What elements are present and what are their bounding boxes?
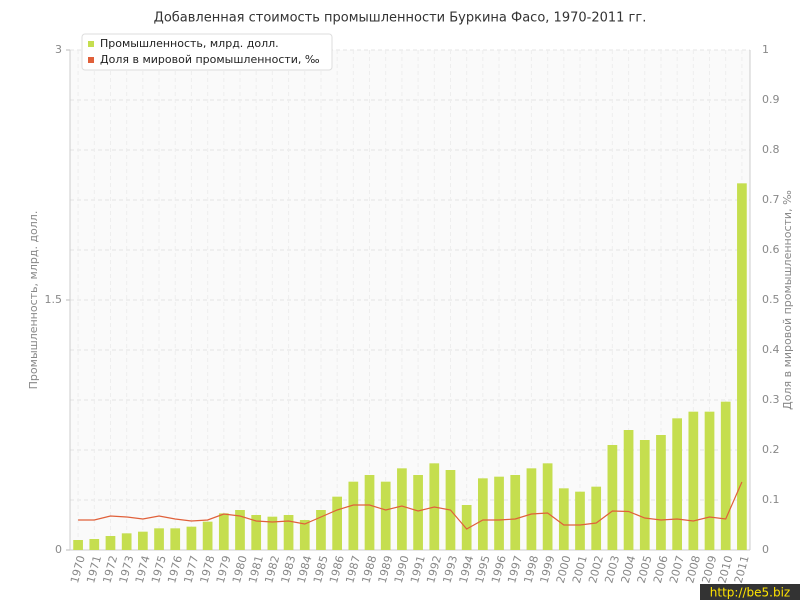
bar: [639, 440, 650, 550]
legend-swatch: [88, 57, 94, 63]
bar: [461, 505, 472, 550]
y2-tick-label: 0.5: [762, 293, 780, 306]
bar: [283, 515, 294, 550]
bar: [299, 520, 310, 550]
y2-tick-label: 0.4: [762, 343, 780, 356]
y2-tick-label: 0.3: [762, 393, 780, 406]
legend-label: Промышленность, млрд. долл.: [100, 37, 279, 50]
bar: [478, 478, 488, 550]
bar: [138, 531, 148, 550]
bar: [218, 513, 229, 550]
legend-swatch: [88, 41, 94, 47]
bar: [251, 515, 262, 550]
bar: [558, 488, 569, 550]
bar: [121, 533, 132, 550]
bar: [364, 475, 375, 550]
bar: [154, 528, 164, 550]
chart-title: Добавленная стоимость промышленности Бур…: [154, 11, 647, 26]
bar: [316, 510, 326, 550]
bar: [170, 528, 181, 550]
watermark: http://be5.biz: [710, 586, 790, 600]
bar: [202, 521, 213, 550]
line: [78, 481, 743, 530]
y2-tick-label: 0: [762, 543, 769, 556]
bar: [688, 411, 699, 550]
bar: [73, 540, 83, 550]
bar: [607, 445, 618, 550]
y-axis-label: Промышленность, млрд. долл.: [27, 211, 40, 390]
bar: [186, 526, 197, 550]
bar: [397, 468, 407, 550]
legend-box: [81, 33, 333, 71]
y2-tick-label: 0.2: [762, 443, 780, 456]
y2-axis-label: Доля в мировой промышленности, ‰: [781, 190, 794, 410]
y2-tick-label: 1: [762, 43, 769, 56]
y-tick-label: 0: [55, 543, 62, 556]
bar: [89, 539, 100, 550]
bar: [105, 536, 116, 550]
bar: [542, 463, 553, 550]
bar: [413, 475, 423, 550]
y2-tick-label: 0.6: [762, 243, 780, 256]
bar: [591, 486, 602, 550]
bar: [575, 491, 585, 550]
watermark-bg: [700, 584, 800, 600]
bar: [672, 418, 682, 550]
bar: [704, 411, 715, 550]
y2-tick-label: 0.9: [762, 93, 780, 106]
bar: [510, 475, 521, 550]
bar: [332, 496, 342, 550]
bar: [737, 183, 747, 551]
bar: [623, 430, 634, 550]
y2-tick-label: 0.7: [762, 193, 780, 206]
bar: [494, 476, 504, 550]
bar: [720, 401, 731, 550]
bar: [380, 481, 391, 550]
legend-label: Доля в мировой промышленности, ‰: [100, 53, 320, 66]
y-tick-label: 3: [55, 43, 62, 56]
y-tick-label: 1.5: [45, 293, 63, 306]
y2-tick-label: 0.1: [762, 493, 780, 506]
y2-tick-label: 0.8: [762, 143, 780, 156]
bar: [267, 516, 278, 550]
bar: [348, 481, 359, 550]
bar: [656, 435, 666, 550]
bar: [235, 510, 245, 550]
bar: [526, 468, 537, 550]
